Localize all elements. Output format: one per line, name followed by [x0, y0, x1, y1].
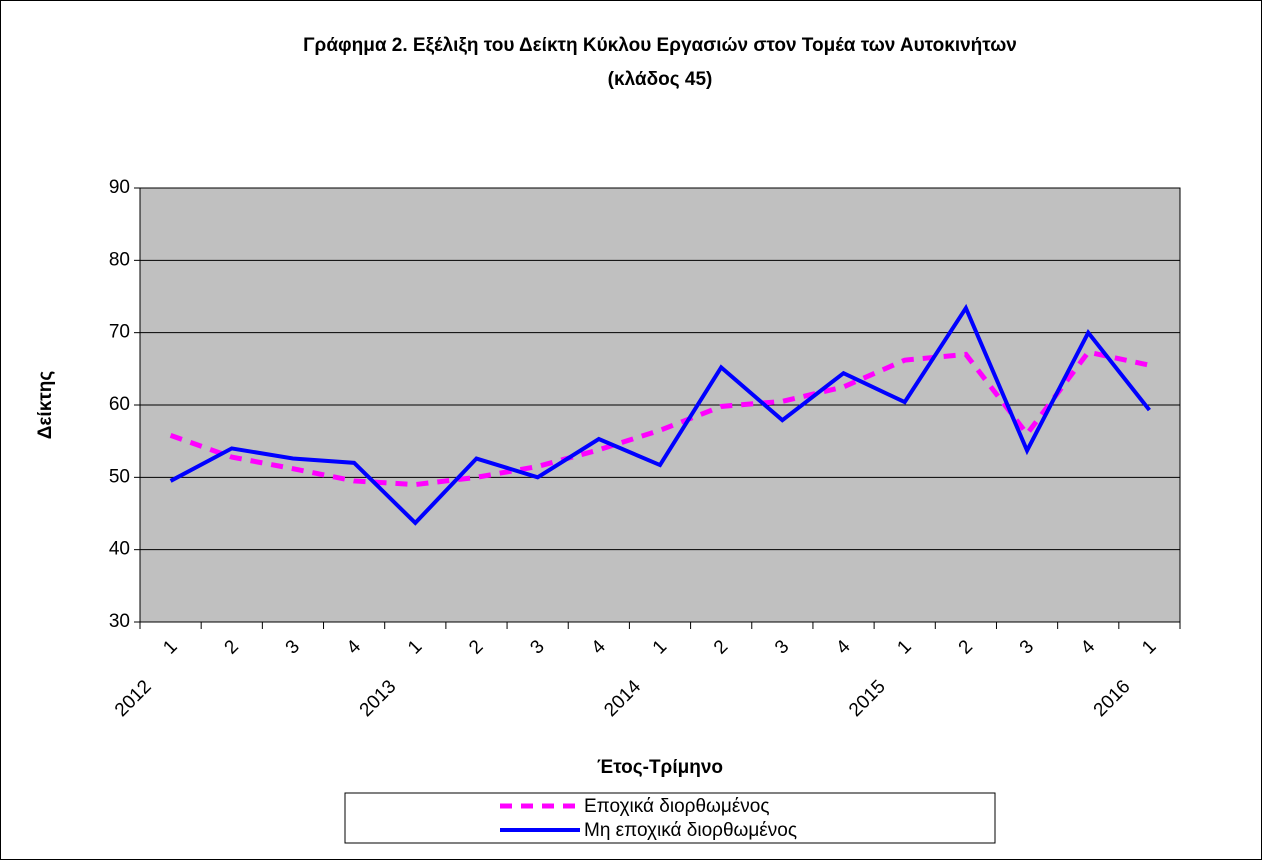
series-line: [169, 303, 1151, 526]
x-axis-label: Έτος-Τρίμηνο: [597, 757, 723, 778]
chart-title: Γράφημα 2. Εξέλιξη του Δείκτη Κύκλου Εργ…: [303, 35, 1017, 56]
legend: [344, 792, 996, 844]
legend-label: Εποχικά διορθωμένος: [584, 796, 770, 817]
legend-label: Μη εποχικά διορθωμένος: [584, 820, 797, 841]
y-tick-label: 80: [109, 249, 130, 270]
series-line: [169, 349, 1150, 488]
y-tick-label: 70: [109, 322, 130, 343]
y-tick-label: 60: [109, 394, 130, 415]
y-tick-label: 90: [109, 177, 130, 198]
y-axis-label: Δείκτης: [35, 371, 56, 440]
chart-title: (κλάδος 45): [608, 69, 713, 90]
y-tick-label: 50: [109, 466, 130, 487]
y-tick-label: 30: [109, 611, 130, 632]
y-tick-label: 40: [109, 539, 130, 560]
